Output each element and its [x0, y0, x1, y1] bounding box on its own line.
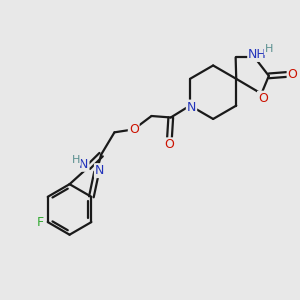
Text: O: O: [288, 68, 298, 81]
Text: N: N: [95, 164, 104, 177]
Text: O: O: [258, 92, 268, 105]
Text: O: O: [129, 123, 139, 136]
Text: O: O: [164, 138, 174, 151]
Text: F: F: [37, 216, 44, 229]
Text: H: H: [72, 155, 80, 165]
Text: H: H: [265, 44, 273, 54]
Text: N: N: [79, 158, 88, 171]
Text: NH: NH: [248, 48, 267, 61]
Text: N: N: [187, 100, 196, 114]
